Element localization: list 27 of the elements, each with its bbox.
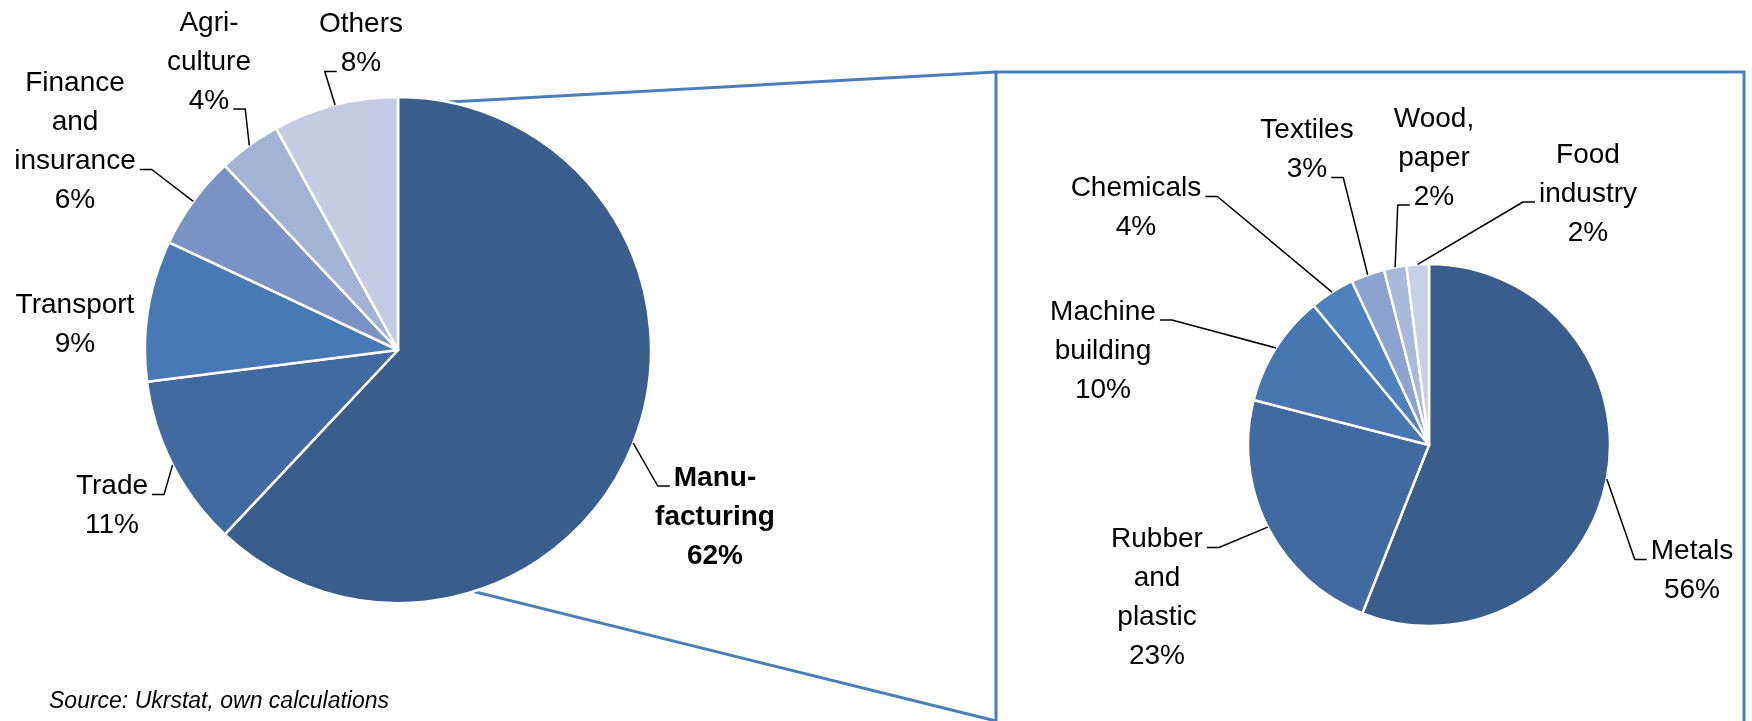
data-label: 4%	[188, 83, 230, 115]
slice-label: Chemicals	[1070, 171, 1202, 203]
slice-label: Manu-facturing	[655, 460, 775, 531]
data-label: 10%	[1074, 372, 1132, 404]
data-label: 56%	[1663, 573, 1721, 605]
slice-label: Food industry	[1538, 137, 1638, 208]
slice-label: Agri-culture	[166, 5, 252, 76]
slice-label: Others	[318, 7, 404, 39]
slice-label: Machine building	[1050, 294, 1156, 365]
source-note: Source: Ukrstat, own calculations	[49, 687, 390, 713]
slice-label: Transport	[15, 288, 135, 320]
data-label: 3%	[1286, 152, 1328, 184]
slice-label: Textiles	[1260, 113, 1354, 145]
slice-label: Rubber and plastic	[1111, 522, 1203, 632]
data-label: 11%	[85, 508, 139, 540]
data-label: 62%	[686, 538, 744, 570]
data-label: 9%	[54, 327, 96, 359]
data-label: 8%	[340, 46, 382, 78]
data-label: 2%	[1567, 215, 1609, 247]
data-label: 2%	[1413, 179, 1455, 211]
slice-label: Wood, paper	[1393, 101, 1475, 172]
data-label: 6%	[54, 183, 96, 215]
data-label: 4%	[1115, 210, 1157, 242]
slice-label: Trade	[75, 469, 149, 501]
slice-label: Finance and insurance	[14, 66, 136, 176]
slice-label: Metals	[1650, 534, 1734, 566]
data-label: 23%	[1128, 639, 1186, 671]
